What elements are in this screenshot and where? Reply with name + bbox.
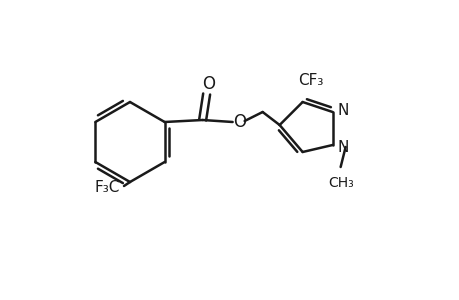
- Text: N: N: [337, 103, 348, 118]
- Text: N: N: [337, 140, 348, 154]
- Text: CF₃: CF₃: [297, 73, 323, 88]
- Text: CH₃: CH₃: [327, 176, 353, 190]
- Text: F₃C: F₃C: [95, 181, 120, 196]
- Text: O: O: [202, 75, 215, 93]
- Text: O: O: [233, 113, 246, 131]
